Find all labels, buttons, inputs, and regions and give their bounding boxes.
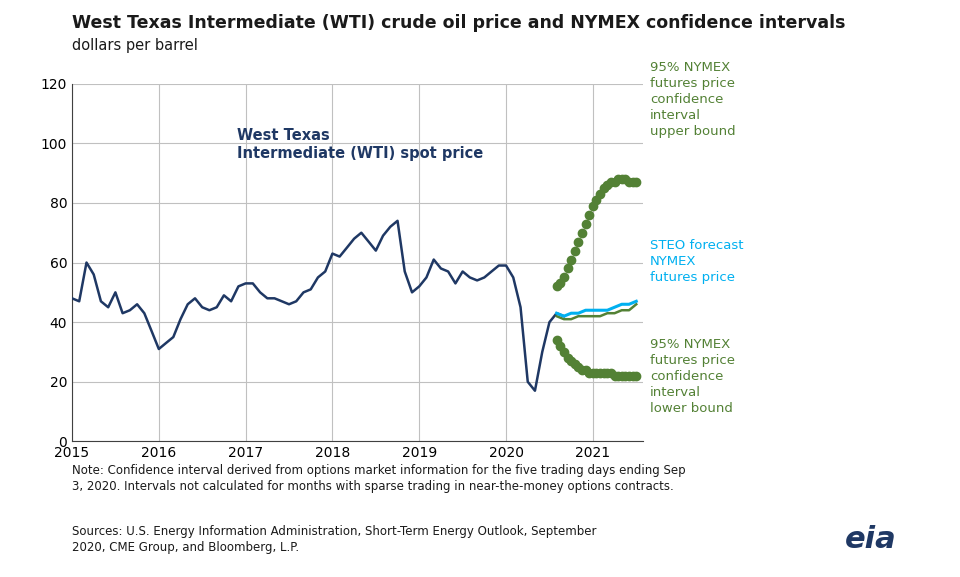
Text: dollars per barrel: dollars per barrel [72,38,198,53]
Text: eia: eia [845,525,897,554]
Text: Note: Confidence interval derived from options market information for the five t: Note: Confidence interval derived from o… [72,464,685,493]
Text: STEO forecast
NYMEX
futures price: STEO forecast NYMEX futures price [650,239,743,284]
Text: West Texas
Intermediate (WTI) spot price: West Texas Intermediate (WTI) spot price [237,128,483,161]
Text: West Texas Intermediate (WTI) crude oil price and NYMEX confidence intervals: West Texas Intermediate (WTI) crude oil … [72,14,846,32]
Text: 95% NYMEX
futures price
confidence
interval
upper bound: 95% NYMEX futures price confidence inter… [650,61,735,137]
Text: 95% NYMEX
futures price
confidence
interval
lower bound: 95% NYMEX futures price confidence inter… [650,338,735,414]
Text: Sources: U.S. Energy Information Administration, Short-Term Energy Outlook, Sept: Sources: U.S. Energy Information Adminis… [72,525,596,554]
